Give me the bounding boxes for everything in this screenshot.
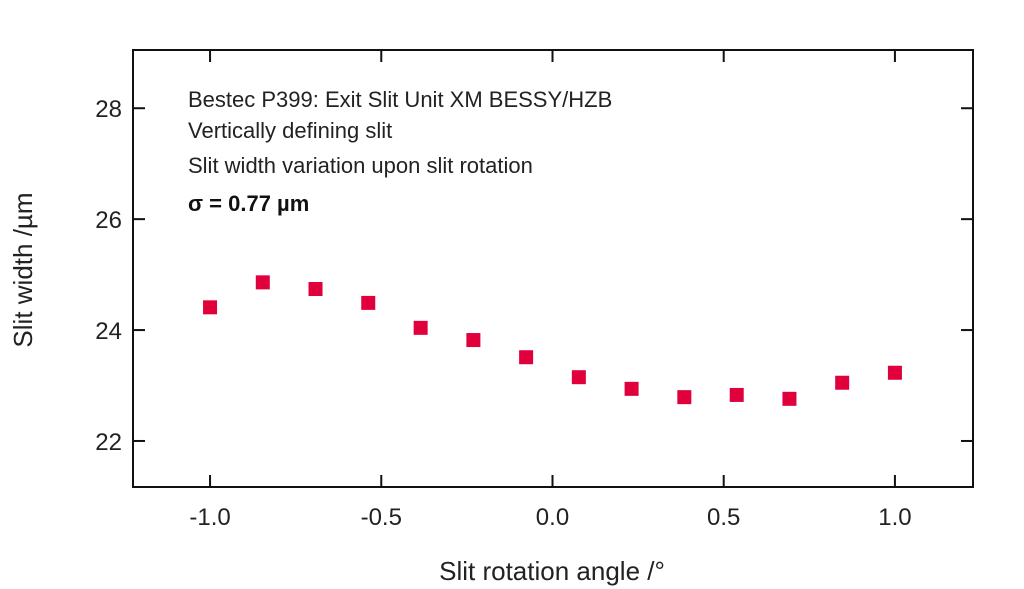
data-point [466,333,481,348]
data-point [887,365,902,380]
annotation-sigma: σ = 0.77 µm [188,191,309,216]
annotation-line-2: Vertically defining slit [188,118,392,143]
annotation-line-1: Bestec P399: Exit Slit Unit XM BESSY/HZB [188,87,612,112]
data-point [624,381,639,396]
data-point [571,370,586,385]
data-point [413,320,428,335]
y-axis-label: Slit width /µm [8,192,38,347]
data-point [255,275,270,290]
x-axis-label: Slit rotation angle /° [439,556,665,586]
data-point [308,282,323,297]
data-point [729,387,744,402]
data-point [519,350,534,365]
x-tick-label: -1.0 [189,504,230,531]
data-point [677,390,692,405]
x-tick-label: 0.5 [707,504,740,531]
x-tick-label: -0.5 [361,504,402,531]
data-point [203,300,218,315]
y-tick-label: 26 [95,207,122,234]
y-tick-label: 28 [95,96,122,123]
plot-frame [132,49,974,488]
y-tick-label: 24 [95,318,122,345]
x-tick-label: 1.0 [878,504,911,531]
data-point [835,375,850,390]
data-point [782,391,797,406]
y-tick-label: 22 [95,429,122,456]
data-point [361,295,376,310]
x-tick-label: 0.0 [536,504,569,531]
annotation-line-3: Slit width variation upon slit rotation [188,153,533,178]
